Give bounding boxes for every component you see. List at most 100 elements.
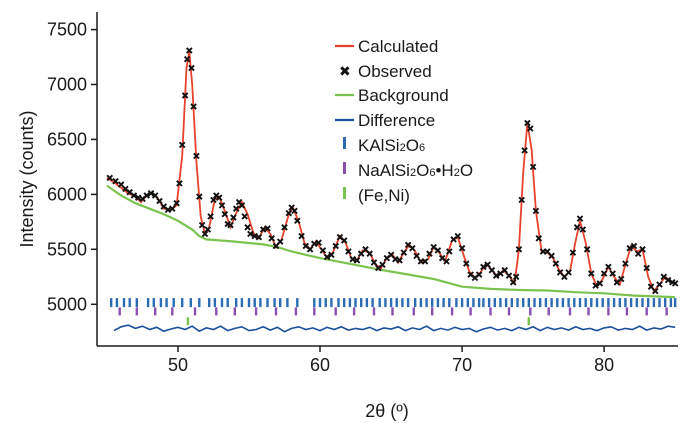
observed-point-143	[656, 281, 663, 288]
observed-point-57	[306, 246, 314, 253]
observed-point-37	[232, 205, 240, 212]
observed-point-46	[264, 225, 271, 232]
observed-point-13	[164, 206, 172, 214]
observed-point-20	[186, 47, 193, 54]
kalsi2o6-reflection-tick-83	[635, 298, 638, 308]
observed-point-54	[294, 217, 301, 224]
kalsi2o6-reflection-tick-69	[556, 298, 559, 308]
observed-point-131	[605, 263, 612, 271]
observed-point-26	[201, 230, 209, 238]
observed-point-42	[247, 230, 254, 238]
kalsi2o6-reflection-tick-30	[330, 298, 333, 308]
observed-point-117	[548, 252, 555, 260]
observed-point-35	[227, 221, 234, 229]
kalsi2o6-reflection-tick-73	[578, 298, 582, 308]
observed-point-140	[643, 264, 650, 272]
kalsi2o6-reflection-tick-23	[273, 298, 276, 308]
legend-feni-swatch	[343, 187, 346, 199]
kalsi2o6-reflection-tick-25	[286, 298, 289, 308]
calculated-series-line	[106, 51, 676, 293]
kalsi2o6-reflection-tick-80	[618, 298, 621, 308]
observed-point-27	[204, 226, 212, 233]
kalsi2o6-reflection-tick-43	[406, 298, 410, 308]
observed-point-92	[454, 232, 462, 240]
observed-point-132	[609, 270, 616, 277]
kalsi2o6-reflection-tick-0	[110, 298, 113, 308]
kalsi2o6-reflection-tick-1	[115, 298, 119, 308]
observed-point-137	[630, 242, 638, 250]
kalsi2o6-reflection-tick-64	[527, 298, 530, 308]
naalsi2o6-reflection-tick-23	[568, 307, 572, 316]
axes	[96, 12, 678, 347]
observed-point-58	[311, 240, 318, 248]
observed-point-111	[527, 125, 534, 132]
observed-point-87	[434, 247, 442, 254]
observed-point-67	[349, 255, 356, 263]
naalsi2o6-reflection-tick-4	[193, 307, 197, 316]
kalsi2o6-reflection-tick-26	[296, 298, 299, 308]
kalsi2o6-reflection-tick-3	[128, 298, 131, 308]
kalsi2o6-reflection-tick-6	[152, 298, 155, 308]
naalsi2o6-reflection-tick-1	[135, 307, 138, 316]
kalsi2o6-reflection-tick-10	[181, 298, 184, 308]
observed-point-5	[130, 192, 138, 199]
y-tick-label-4: 7000	[47, 75, 87, 95]
kalsi2o6-reflection-tick-15	[220, 298, 224, 308]
legend-observed-swatch: ✖	[339, 64, 351, 80]
kalsi2o6-reflection-tick-18	[240, 298, 244, 308]
observed-point-14	[169, 205, 176, 212]
legend-kalsi2o6-swatch	[343, 137, 346, 149]
kalsi2o6-reflection-tick-71	[567, 298, 570, 308]
x-axis-ticks: 50 60 70 80	[168, 346, 614, 375]
observed-point-112	[529, 163, 537, 171]
observed-point-130	[600, 270, 608, 277]
kalsi2o6-reflection-tick-44	[414, 298, 417, 308]
naalsi2o6-reflection-tick-26	[625, 307, 629, 316]
kalsi2o6-reflection-tick-50	[448, 298, 451, 308]
difference-series-line	[113, 324, 676, 333]
observed-point-119	[556, 269, 564, 276]
naalsi2o6-reflection-tick-10	[313, 307, 316, 316]
naalsi2o6-reflection-tick-8	[274, 307, 278, 316]
kalsi2o6-reflection-tick-12	[198, 298, 201, 308]
kalsi2o6-reflection-tick-56	[482, 298, 485, 308]
observed-point-66	[345, 248, 352, 255]
observed-point-90	[446, 248, 453, 255]
kalsi2o6-reflection-tick-59	[499, 298, 502, 308]
observed-point-77	[392, 255, 399, 263]
kalsi2o6-reflection-tick-58	[493, 298, 496, 308]
observed-point-136	[626, 244, 633, 252]
naalsi2o6-reflection-tick-3	[171, 307, 174, 316]
observed-point-127	[588, 270, 595, 277]
kalsi2o6-reflection-tick-33	[348, 298, 352, 308]
naalsi2o6-reflection-tick-7	[254, 307, 258, 316]
observed-point-128	[592, 282, 599, 289]
observed-point-19	[183, 55, 191, 63]
observed-point-108	[518, 196, 525, 204]
observed-point-59	[315, 239, 322, 246]
observed-point-24	[196, 193, 203, 200]
kalsi2o6-reflection-tick-35	[360, 298, 363, 308]
kalsi2o6-reflection-tick-24	[279, 298, 282, 308]
kalsi2o6-reflection-tick-14	[213, 298, 217, 308]
observed-point-110	[524, 119, 531, 127]
kalsi2o6-reflection-tick-37	[371, 298, 374, 308]
x-tick-label-3: 80	[594, 355, 614, 375]
naalsi2o6-reflection-tick-27	[645, 307, 648, 316]
legend-difference-label: Difference	[358, 111, 435, 130]
observed-point-139	[639, 246, 646, 253]
observed-point-124	[576, 215, 584, 222]
naalsi2o6-reflection-tick-5	[215, 307, 218, 316]
reflection-tick-rows	[110, 298, 677, 326]
kalsi2o6-reflection-tick-51	[455, 298, 458, 308]
kalsi2o6-reflection-tick-65	[533, 298, 536, 308]
observed-point-45	[259, 226, 267, 233]
kalsi2o6-reflection-tick-28	[318, 298, 322, 308]
legend-calculated-label: Calculated	[358, 37, 438, 56]
legend-kalsi2o6-label: KAlSi2O6	[358, 136, 425, 155]
observed-point-103	[501, 266, 508, 274]
observed-point-21	[188, 64, 195, 72]
observed-point-89	[443, 258, 450, 265]
observed-point-60	[319, 247, 327, 254]
observed-point-68	[353, 257, 361, 264]
